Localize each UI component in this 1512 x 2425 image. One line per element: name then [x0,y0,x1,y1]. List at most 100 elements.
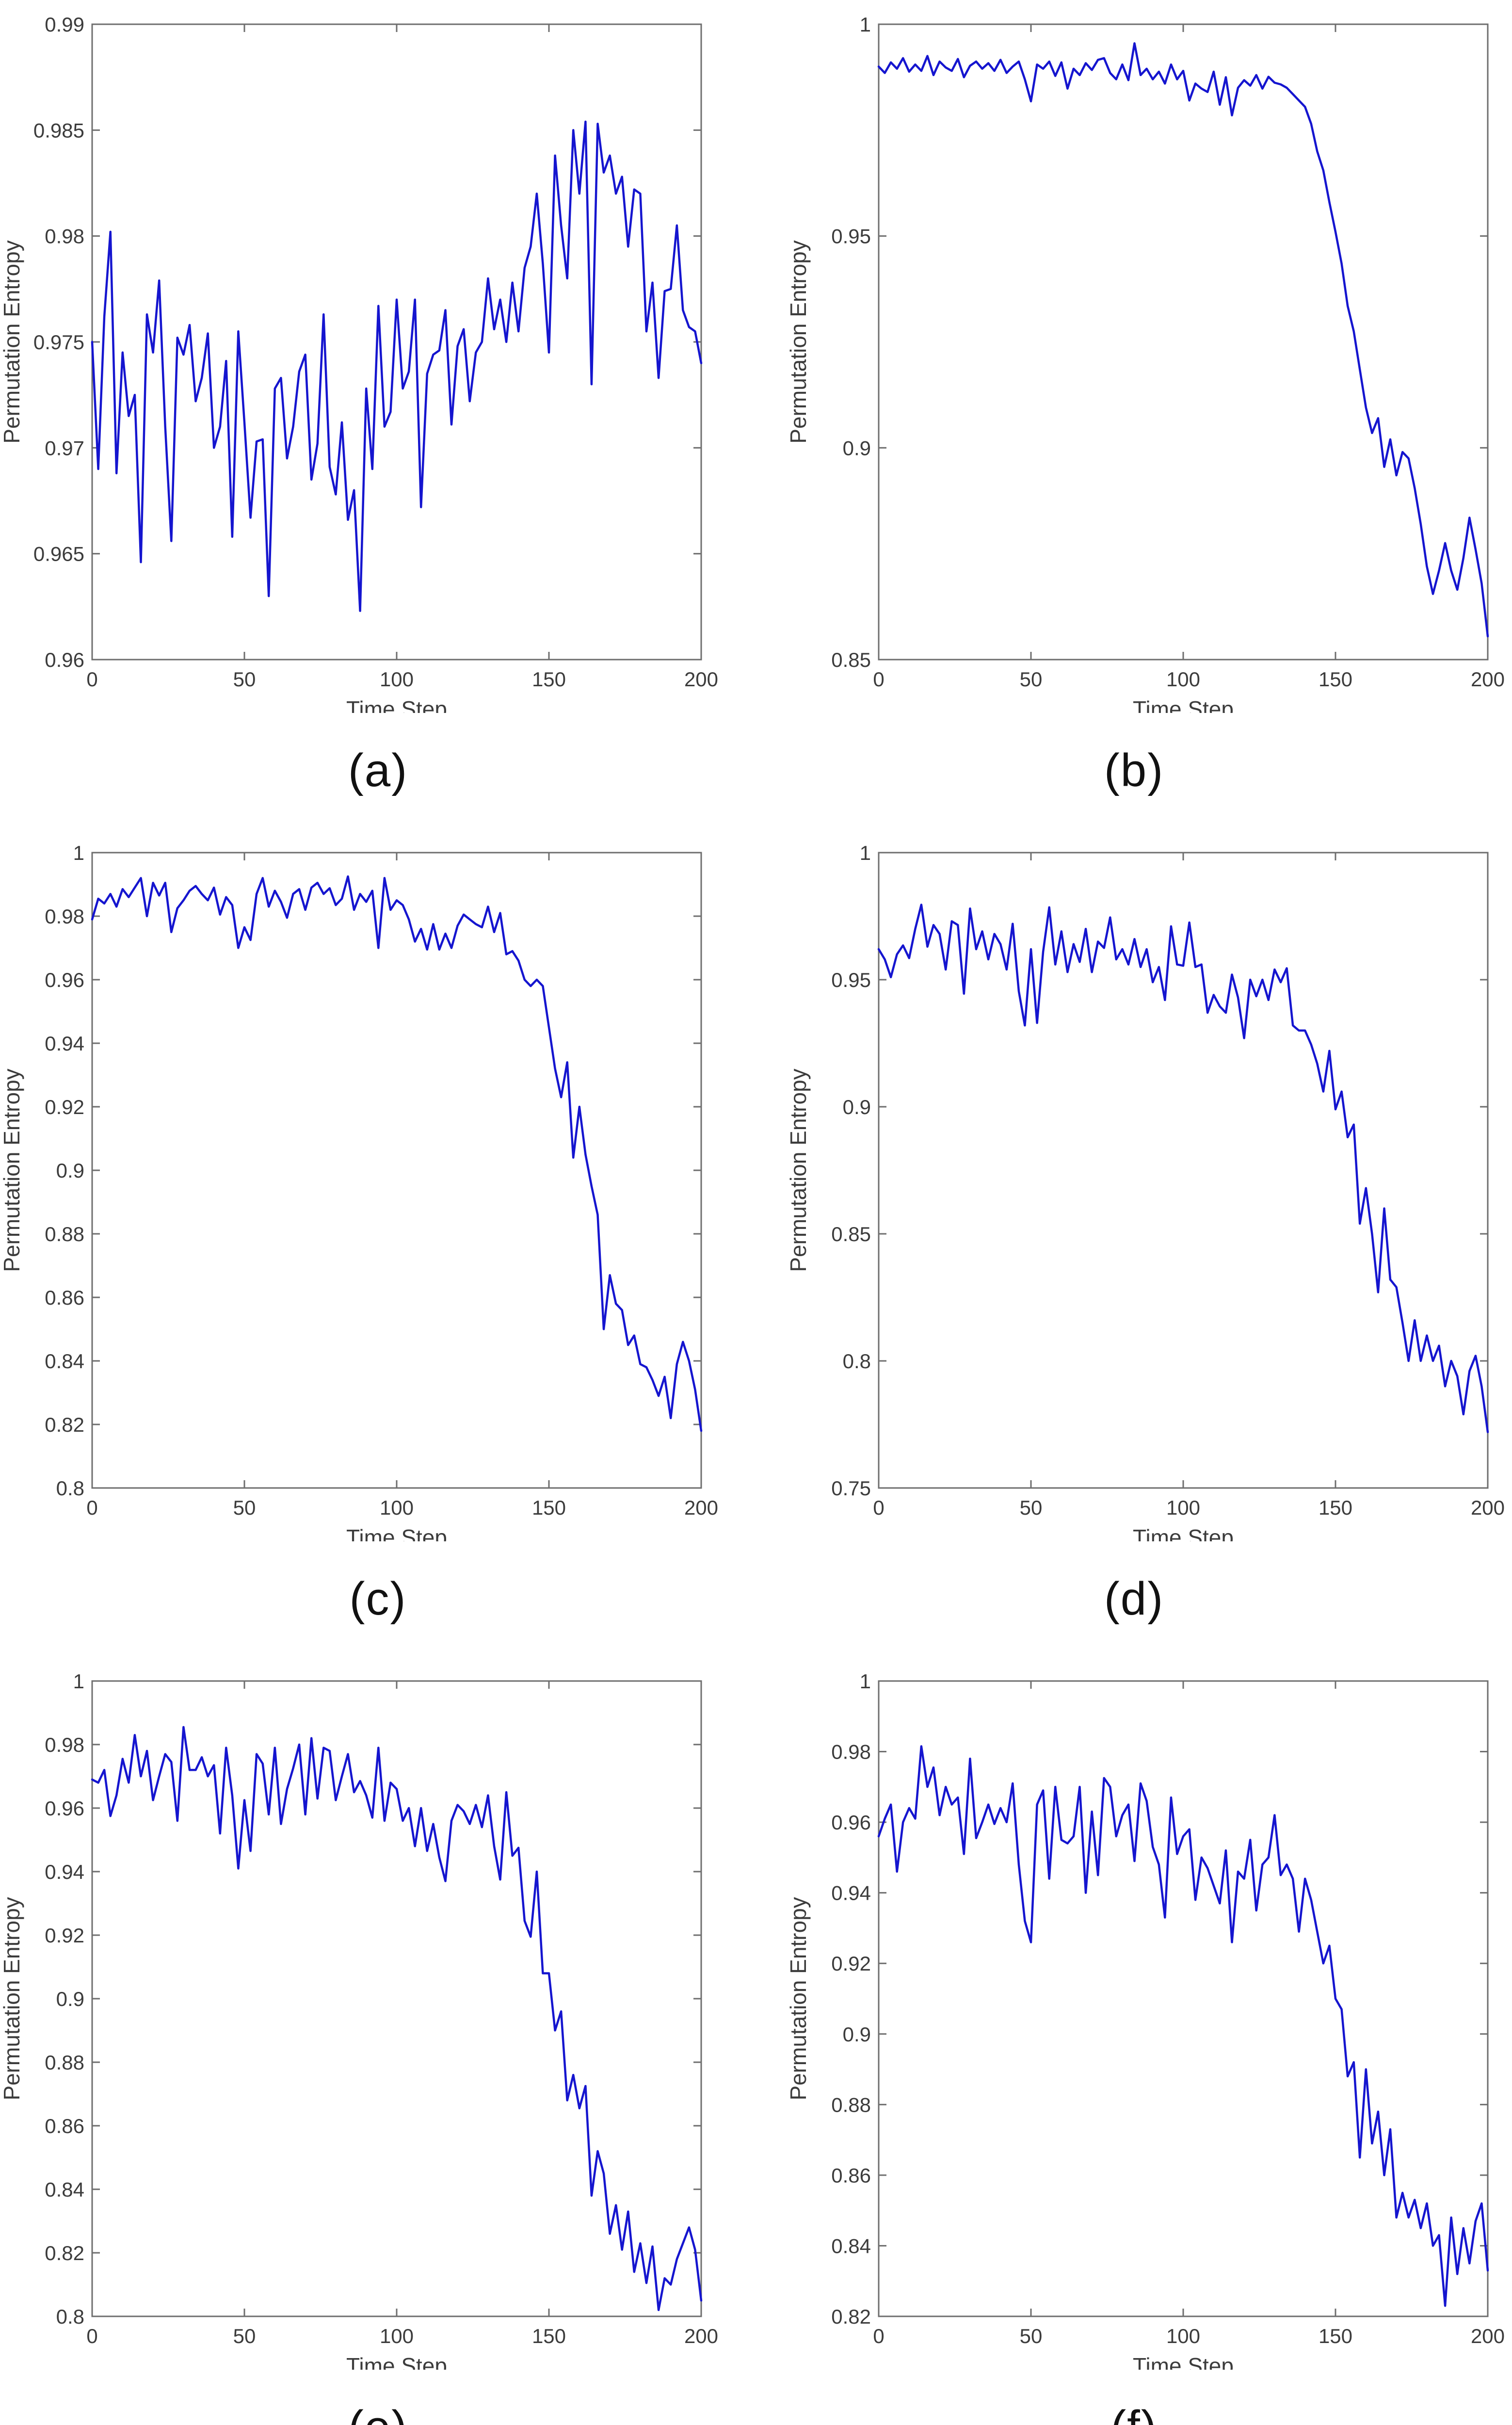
y-tick-label: 0.95 [831,969,871,991]
y-tick-label: 0.92 [831,1952,871,1975]
y-tick-label: 0.96 [831,1811,871,1834]
chart-e: 0 50 100 150 200 0.8 0.82 0.84 0.86 0.88 0.9 0.92 0.… [0,1670,718,2370]
y-tick-label: 0.82 [45,2242,84,2264]
y-tick-label: 0.92 [45,1096,84,1118]
series-line [877,904,1489,1433]
y-tick-label: 0.9 [843,1096,871,1118]
y-tick-label: 0.8 [56,1477,84,1500]
x-tick-label: 50 [1020,1496,1043,1519]
chart-c: 0 50 100 150 200 0.8 0.82 0.84 0.86 0.88 0.9 0.92 0.… [0,841,718,1541]
y-tick-label: 0.86 [831,2164,871,2187]
y-tick-label: 0.965 [33,543,84,566]
chart-a: 0 50 100 150 200 0.96 0.965 0.97 0.975 0.98 0.985 0… [0,13,718,713]
chart-b: 0 50 100 150 200 0.85 0.9 0.95 1 Time Step Permuta… [786,13,1505,713]
y-tick-label: 0.96 [45,969,84,991]
y-tick-label: 0.82 [45,1413,84,1436]
x-tick-label: 200 [684,1496,718,1519]
y-tick-label: 0.85 [831,1223,871,1245]
y-tick-label: 0.8 [843,1350,871,1373]
y-tick-label: 0.84 [831,2234,871,2257]
y-tick-label: 0.82 [831,2305,871,2328]
y-tick-label: 0.85 [831,648,871,671]
y-tick-label: 0.95 [831,225,871,248]
y-tick-label: 0.84 [45,1350,84,1373]
y-tick-label: 1 [860,1670,871,1693]
y-tick-label: 0.98 [45,1733,84,1756]
y-tick-label: 0.9 [56,1159,84,1182]
y-tick-label: 0.86 [45,1286,84,1309]
axis-box [91,23,702,661]
y-tick-label: 0.88 [45,2051,84,2074]
x-tick-label: 150 [1319,1496,1352,1519]
panel-b: 0 50 100 150 200 0.85 0.9 0.95 1 Time Step Permuta… [756,0,1512,828]
y-tick-label: 0.88 [831,2093,871,2116]
series-line [91,875,703,1432]
y-axis-label: Permutation Entropy [786,1068,811,1272]
y-tick-label: 0.9 [56,1988,84,2010]
x-tick-label: 200 [684,668,718,691]
x-axis-label: Time Step [1133,1525,1234,1541]
axis-box [878,1680,1489,2317]
x-axis-label: Time Step [346,1525,447,1541]
caption-d: (d) [1104,1573,1164,1625]
series-line [877,1745,1489,2307]
x-tick-label: 150 [532,668,566,691]
x-tick-label: 0 [873,668,884,691]
x-tick-label: 50 [233,1496,256,1519]
x-tick-label: 200 [1471,668,1505,691]
y-tick-label: 0.98 [831,1741,871,1763]
axis-box [878,23,1489,661]
panel-a: 0 50 100 150 200 0.96 0.965 0.97 0.975 0.98 0.985 0… [0,0,756,828]
x-tick-label: 100 [380,2325,414,2347]
caption-c: (c) [349,1573,407,1625]
y-axis-label: Permutation Entropy [0,1897,24,2100]
x-tick-label: 0 [873,1496,884,1519]
y-tick-label: 1 [73,1670,84,1693]
x-tick-label: 200 [684,2325,718,2347]
caption-f: (f) [756,2370,1512,2425]
x-tick-label: 0 [86,2325,97,2347]
y-axis-label: Permutation Entropy [0,1068,24,1272]
y-tick-label: 0.96 [45,648,84,671]
caption-e: (e) [0,2370,756,2425]
x-tick-label: 150 [532,1496,566,1519]
y-tick-label: 0.9 [843,436,871,459]
y-tick-label: 0.975 [33,331,84,354]
y-axis-label: Permutation Entropy [0,240,24,443]
series-line [877,42,1489,638]
y-tick-label: 0.985 [33,119,84,142]
y-tick-label: 0.98 [45,225,84,248]
x-tick-label: 0 [873,2325,884,2347]
x-tick-label: 200 [1471,2325,1505,2347]
x-axis-label: Time Step [346,2353,447,2370]
y-tick-label: 1 [860,841,871,864]
y-tick-label: 0.9 [843,2023,871,2046]
x-axis-label: Time Step [1133,2353,1234,2370]
y-tick-label: 0.96 [45,1797,84,1820]
chart-d: 0 50 100 150 200 0.75 0.8 0.85 0.9 0.95 1 Time Step… [786,841,1505,1541]
series-line [91,1726,703,2312]
y-tick-label: 0.94 [45,1032,84,1055]
y-tick-label: 0.97 [45,436,84,459]
x-tick-label: 0 [86,668,97,691]
x-tick-label: 0 [86,1496,97,1519]
x-tick-label: 50 [1020,668,1043,691]
panel-c: 0 50 100 150 200 0.8 0.82 0.84 0.86 0.88 0.9 0.92 0.… [0,828,756,1657]
x-tick-label: 200 [1471,1496,1505,1519]
x-axis-label: Time Step [1133,696,1234,713]
y-tick-label: 0.98 [45,905,84,928]
x-tick-label: 50 [1020,2325,1043,2347]
y-tick-label: 0.75 [831,1477,871,1500]
x-tick-label: 100 [380,668,414,691]
caption-a: (a) [348,744,408,796]
y-tick-label: 0.99 [45,13,84,36]
x-tick-label: 150 [532,2325,566,2347]
x-tick-label: 100 [1166,668,1200,691]
x-tick-label: 150 [1319,2325,1352,2347]
y-tick-label: 0.84 [45,2178,84,2201]
y-tick-label: 0.94 [831,1882,871,1905]
y-tick-label: 0.94 [45,1860,84,1883]
x-tick-label: 50 [233,668,256,691]
panel-e: 0 50 100 150 200 0.8 0.82 0.84 0.86 0.88 0.9 0.92 0.… [0,1657,756,2425]
